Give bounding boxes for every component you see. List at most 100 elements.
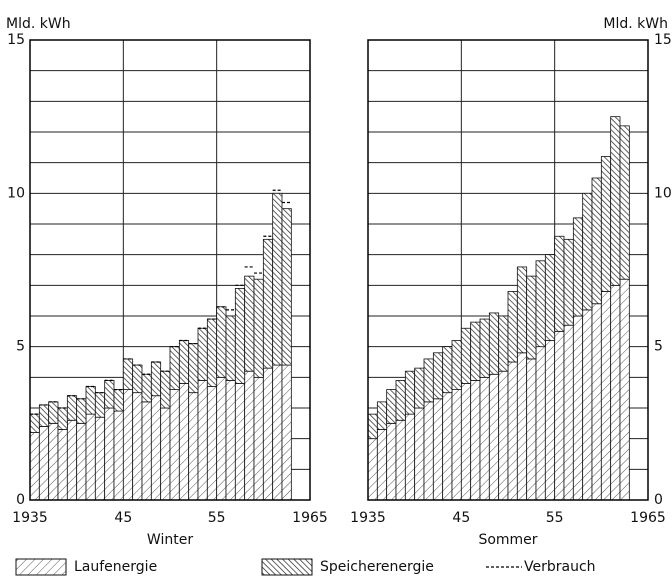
energy-step [554, 330, 565, 501]
y-tick-label: 0 [654, 492, 663, 508]
energy-step [169, 389, 180, 501]
energy-step [272, 364, 283, 501]
energy-step [554, 235, 565, 332]
energy-step [367, 413, 378, 440]
energy-step [281, 364, 292, 501]
energy-step [414, 407, 425, 501]
energy-step [432, 352, 444, 400]
energy-step [57, 407, 68, 430]
energy-step [132, 364, 143, 394]
energy-step [498, 315, 509, 372]
energy-step [460, 327, 472, 384]
energy-step [451, 340, 462, 390]
energy-step [395, 379, 406, 421]
energy-step [85, 386, 96, 415]
energy-step [563, 324, 574, 501]
energy-step [582, 309, 593, 501]
energy-step [535, 346, 546, 501]
energy-step [206, 386, 218, 501]
energy-step [442, 346, 453, 394]
energy-step [94, 416, 106, 501]
energy-step [262, 238, 274, 369]
energy-step [460, 383, 472, 501]
energy-step [48, 422, 59, 501]
plot-frame [367, 39, 649, 501]
energy-step [582, 192, 593, 311]
energy-step [526, 358, 537, 501]
energy-step [404, 370, 416, 415]
energy-step [244, 275, 255, 372]
energy-step [470, 379, 481, 501]
y-axis-label: Mld. kWh [603, 16, 668, 32]
energy-step [94, 392, 106, 418]
energy-step [225, 379, 236, 501]
energy-step [76, 422, 87, 501]
y-tick-label: 15 [7, 32, 25, 48]
energy-step [66, 419, 78, 501]
energy-step [600, 156, 612, 292]
legend-label: Speicherenergie [320, 559, 434, 575]
energy-step [395, 419, 406, 501]
energy-step [150, 395, 162, 501]
energy-step [216, 376, 227, 501]
energy-step [48, 401, 59, 424]
energy-step [122, 358, 134, 390]
energy-step [423, 401, 434, 501]
y-tick-label: 15 [654, 32, 672, 48]
legend-label: Verbrauch [524, 559, 596, 575]
x-tick-label: 45 [452, 510, 470, 526]
energy-step [113, 389, 124, 412]
energy-step [234, 287, 246, 384]
energy-step [178, 383, 190, 501]
legend-swatch [15, 558, 67, 576]
energy-step [610, 116, 621, 286]
energy-step [376, 429, 388, 501]
energy-step [386, 389, 397, 424]
energy-step [104, 407, 115, 501]
energy-step [404, 413, 416, 501]
energy-step [507, 361, 518, 501]
energy-step [188, 343, 199, 394]
x-tick-label: 1935 [12, 510, 48, 526]
energy-step [432, 398, 444, 501]
energy-step [244, 370, 255, 501]
energy-step [488, 373, 500, 501]
x-axis-label: Sommer [478, 532, 537, 548]
energy-step [414, 367, 425, 409]
energy-step [160, 370, 171, 409]
energy-step [479, 318, 490, 378]
legend-label: Laufenergie [74, 559, 157, 575]
energy-step [29, 413, 40, 433]
energy-step [563, 238, 574, 326]
energy-step [470, 321, 481, 381]
legend-swatch [261, 558, 313, 576]
plot-frame [29, 39, 311, 501]
energy-step [122, 389, 134, 501]
energy-step [619, 278, 630, 501]
energy-step [66, 395, 78, 421]
energy-step [516, 266, 528, 354]
energy-step [178, 340, 190, 384]
energy-step [442, 392, 453, 501]
panel: 0 5 10 15 1935 45 55 1965 Mld. kWh Winter [6, 16, 328, 548]
energy-step [386, 422, 397, 501]
energy-step [591, 303, 602, 501]
energy-step [535, 260, 546, 348]
x-tick-label: 1965 [292, 510, 328, 526]
x-tick-label: 1965 [630, 510, 666, 526]
energy-step [488, 312, 500, 375]
energy-step [234, 383, 246, 501]
energy-step [507, 291, 518, 363]
x-tick-label: 1935 [350, 510, 386, 526]
energy-step [225, 315, 236, 381]
energy-step [544, 254, 556, 341]
energy-step [141, 373, 152, 403]
y-tick-label: 5 [16, 339, 25, 355]
energy-step [188, 392, 199, 501]
x-tick-label: 55 [546, 510, 564, 526]
x-tick-label: 45 [114, 510, 132, 526]
energy-step [516, 352, 528, 501]
energy-step [367, 438, 378, 501]
energy-step [206, 318, 218, 387]
